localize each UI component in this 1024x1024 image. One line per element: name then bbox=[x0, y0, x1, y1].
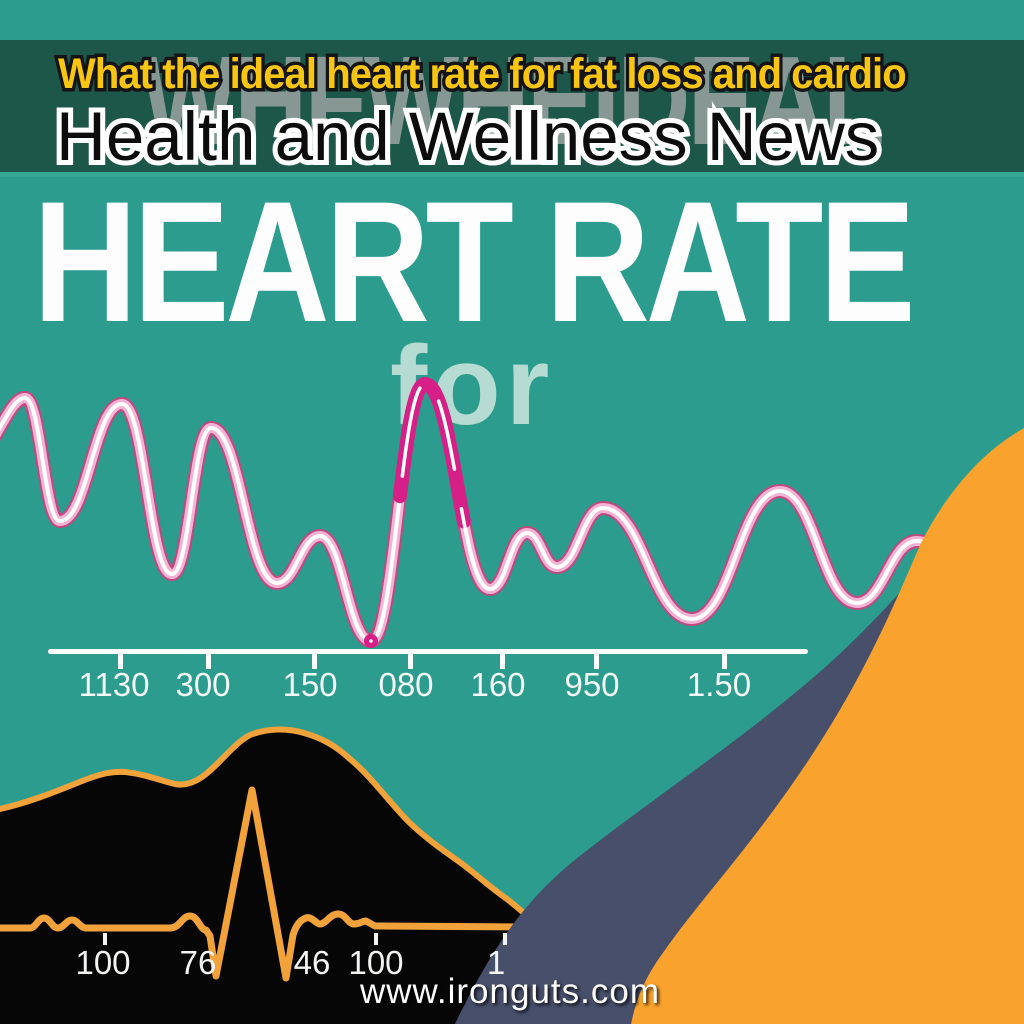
axis-tick bbox=[594, 654, 599, 669]
ecg-tick-label: 100 bbox=[75, 944, 131, 981]
axis-tick-label: 1.50 bbox=[686, 666, 752, 703]
title-banner: WHFWHEIDEAL What the ideal heart rate fo… bbox=[0, 40, 1024, 177]
axis-tick bbox=[206, 654, 211, 669]
wave-orange-outline bbox=[0, 726, 603, 968]
axis-tick bbox=[312, 654, 317, 669]
axis-tick-label: 080 bbox=[378, 666, 434, 703]
banner-headline-outline: What the ideal heart rate for fat loss a… bbox=[55, 47, 910, 102]
axis-line bbox=[48, 649, 808, 654]
hero-title: HEART RATE bbox=[33, 166, 916, 358]
ecg-tick bbox=[374, 933, 378, 945]
ecg-tick-label: 1 bbox=[486, 944, 506, 981]
black-wave-shape bbox=[0, 729, 611, 1024]
banner-subheadline-text: Health and Wellness News bbox=[56, 98, 880, 175]
ghost-background-text: WHFWHEIDEAL bbox=[141, 40, 885, 171]
ecg-tick bbox=[503, 933, 507, 945]
orange-shape bbox=[631, 428, 1024, 1024]
axis-tick bbox=[722, 654, 727, 669]
banner-subheadline-outline: Health and Wellness News bbox=[51, 93, 884, 175]
ecg-line bbox=[0, 786, 524, 982]
axis-tick bbox=[500, 654, 505, 669]
ecg-tick-label: 46 bbox=[293, 944, 331, 981]
axis-tick-label: 950 bbox=[564, 666, 620, 703]
axis-tick bbox=[408, 654, 413, 669]
banner-headline-text: What the ideal heart rate for fat loss a… bbox=[58, 50, 907, 98]
axis-tick bbox=[118, 654, 123, 669]
axis-tick-label: 160 bbox=[470, 666, 526, 703]
axis-tick-label: 1130 bbox=[78, 666, 150, 703]
watermark-url: www.ironguts.com bbox=[360, 972, 660, 1011]
ecg-tick bbox=[103, 933, 107, 945]
axis-tick-label: 300 bbox=[175, 666, 231, 703]
ecg-tick-label: 76 bbox=[179, 944, 217, 981]
axis-tick-label: 150 bbox=[282, 666, 338, 703]
ecg-tick-label: 100 bbox=[348, 944, 404, 981]
